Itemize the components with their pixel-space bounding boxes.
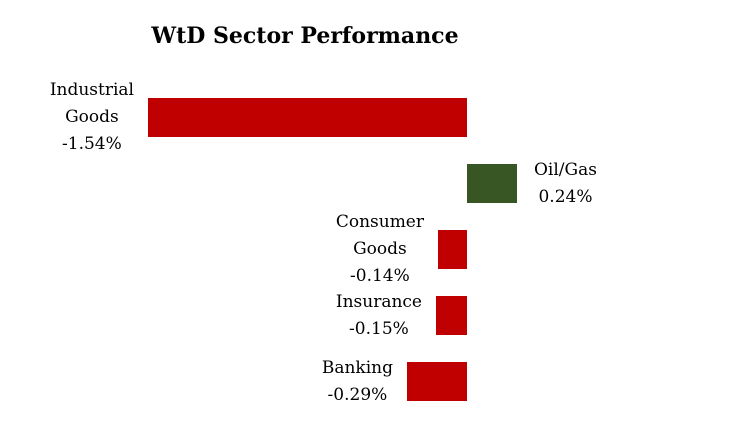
label-banking: Banking -0.29% — [322, 355, 393, 409]
bar-banking — [407, 362, 467, 401]
label-line: -1.54% — [62, 134, 122, 154]
label-line: Consumer — [335, 212, 424, 232]
label-industrial-goods: Industrial Goods -1.54% — [50, 77, 134, 158]
label-line: -0.14% — [350, 266, 410, 286]
bar-consumer-goods — [438, 230, 467, 269]
chart-title: WtD Sector Performance — [151, 23, 459, 49]
label-insurance: Insurance -0.15% — [336, 289, 422, 343]
bar-industrial-goods — [148, 98, 467, 137]
label-line: Industrial — [49, 80, 134, 100]
label-consumer-goods: Consumer Goods -0.14% — [336, 209, 424, 290]
label-line: 0.24% — [538, 186, 593, 207]
label-line: Insurance — [335, 291, 422, 312]
label-oil-gas: Oil/Gas 0.24% — [534, 157, 597, 211]
label-line: Oil/Gas — [534, 159, 597, 180]
label-line: Banking — [321, 357, 393, 378]
bar-insurance — [436, 296, 467, 335]
label-line: Goods — [65, 107, 119, 127]
bar-oil-gas — [467, 164, 517, 203]
label-line: -0.15% — [349, 318, 409, 339]
label-line: Goods — [353, 239, 407, 259]
label-line: -0.29% — [327, 384, 388, 405]
